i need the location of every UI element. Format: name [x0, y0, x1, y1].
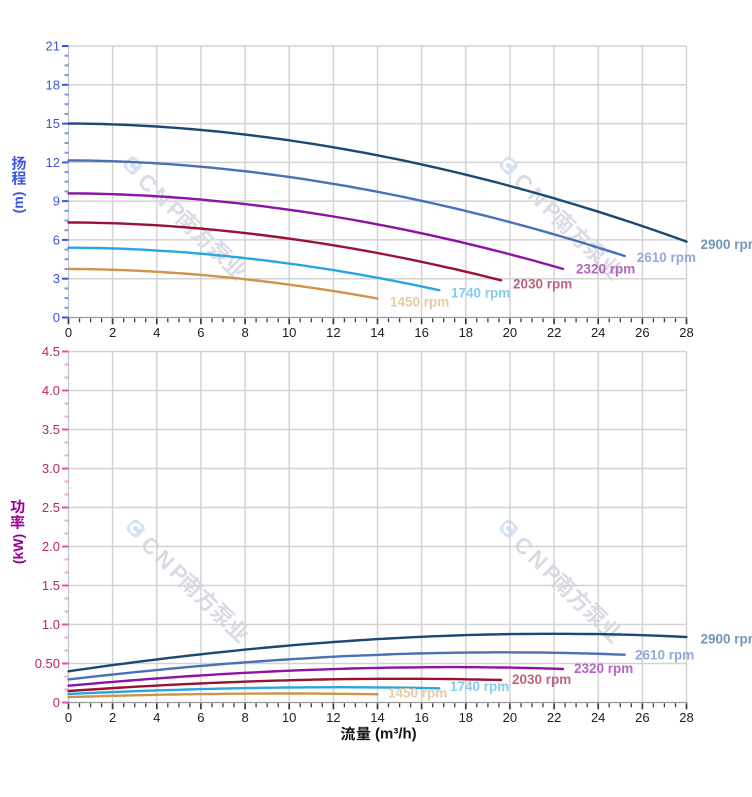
svg-text:16: 16	[414, 325, 428, 340]
svg-text:0: 0	[53, 310, 60, 325]
svg-text:10: 10	[282, 710, 296, 725]
svg-text:2030 rpm: 2030 rpm	[513, 277, 572, 292]
svg-text:4: 4	[153, 325, 160, 340]
svg-text:2030 rpm: 2030 rpm	[512, 672, 571, 687]
svg-text:14: 14	[370, 325, 384, 340]
svg-text:2.5: 2.5	[42, 500, 60, 515]
svg-text:26: 26	[635, 710, 649, 725]
svg-text:8: 8	[241, 325, 248, 340]
svg-text:9: 9	[53, 194, 60, 209]
svg-text:18: 18	[459, 325, 473, 340]
svg-text:0: 0	[65, 710, 72, 725]
svg-text:(kW): (kW)	[10, 534, 26, 564]
svg-text:3.0: 3.0	[42, 461, 60, 476]
svg-text:18: 18	[46, 77, 60, 92]
svg-text:4: 4	[153, 710, 160, 725]
svg-text:2610 rpm: 2610 rpm	[637, 250, 696, 265]
svg-text:2: 2	[109, 710, 116, 725]
svg-text:0: 0	[65, 325, 72, 340]
svg-text:4.0: 4.0	[42, 383, 60, 398]
svg-text:12: 12	[326, 710, 340, 725]
svg-text:2.0: 2.0	[42, 539, 60, 554]
svg-text:22: 22	[547, 710, 561, 725]
svg-text:2320 rpm: 2320 rpm	[574, 661, 633, 676]
svg-text:22: 22	[547, 325, 561, 340]
svg-text:0: 0	[53, 695, 60, 710]
svg-text:24: 24	[591, 325, 605, 340]
svg-text:20: 20	[503, 710, 517, 725]
svg-text:3.5: 3.5	[42, 422, 60, 437]
svg-text:6: 6	[197, 325, 204, 340]
svg-text:2900 rpm: 2900 rpm	[701, 237, 752, 252]
svg-text:15: 15	[46, 116, 60, 131]
svg-text:12: 12	[326, 325, 340, 340]
svg-text:6: 6	[53, 232, 60, 247]
svg-text:(m³/h): (m³/h)	[375, 726, 417, 743]
svg-text:1740 rpm: 1740 rpm	[450, 679, 509, 694]
svg-text:1.5: 1.5	[42, 578, 60, 593]
svg-text:21: 21	[46, 39, 60, 54]
svg-text:18: 18	[459, 710, 473, 725]
svg-text:28: 28	[679, 710, 693, 725]
svg-text:2320 rpm: 2320 rpm	[576, 262, 635, 277]
svg-text:2610 rpm: 2610 rpm	[635, 648, 694, 663]
svg-text:24: 24	[591, 710, 605, 725]
svg-text:28: 28	[679, 325, 693, 340]
svg-text:16: 16	[414, 710, 428, 725]
svg-text:3: 3	[53, 271, 60, 286]
svg-text:2: 2	[109, 325, 116, 340]
svg-text:14: 14	[370, 710, 384, 725]
svg-text:4.5: 4.5	[42, 344, 60, 359]
svg-text:8: 8	[241, 710, 248, 725]
svg-text:1.0: 1.0	[42, 617, 60, 632]
svg-text:12: 12	[46, 155, 60, 170]
svg-text:10: 10	[282, 325, 296, 340]
svg-text:6: 6	[197, 710, 204, 725]
svg-text:1450 rpm: 1450 rpm	[390, 295, 449, 310]
svg-text:(m): (m)	[10, 192, 26, 214]
svg-text:26: 26	[635, 325, 649, 340]
svg-text:20: 20	[503, 325, 517, 340]
svg-text:1450 rpm: 1450 rpm	[388, 686, 447, 701]
svg-text:0.50: 0.50	[35, 656, 60, 671]
svg-text:2900 rpm: 2900 rpm	[701, 632, 752, 647]
svg-text:1740 rpm: 1740 rpm	[451, 286, 510, 301]
